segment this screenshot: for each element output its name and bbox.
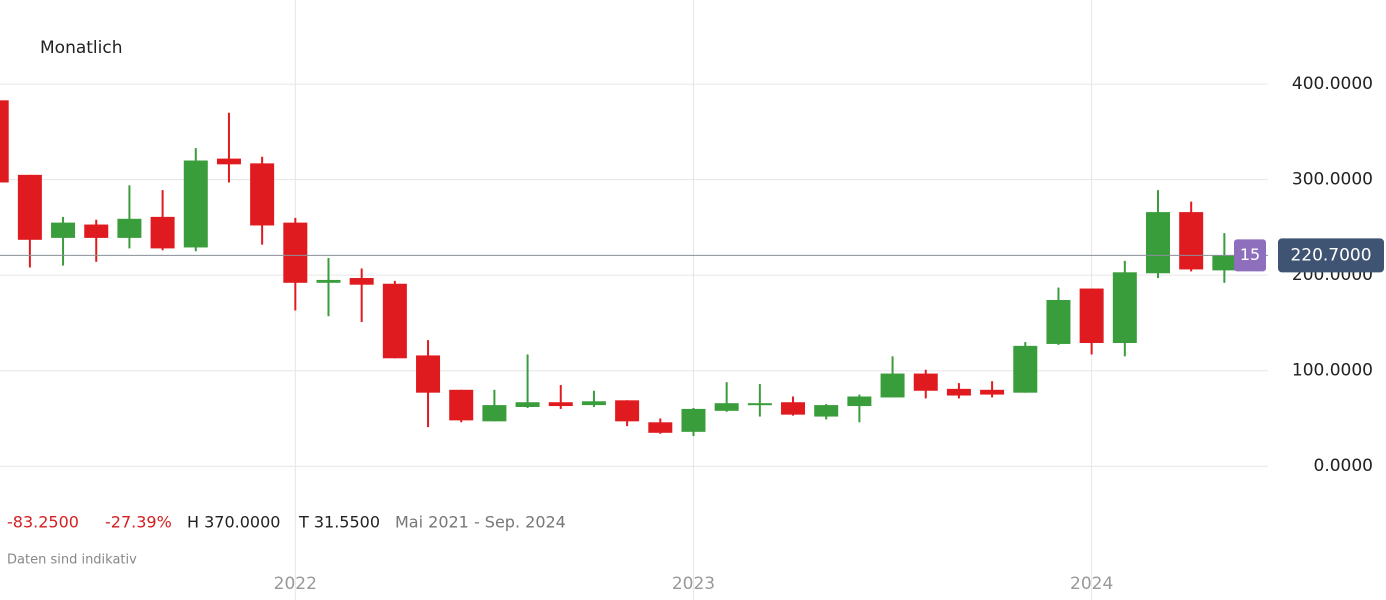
stat: -27.39% <box>105 513 172 532</box>
candle-body <box>449 389 474 421</box>
candle-body <box>482 405 507 422</box>
stat: H 370.0000 <box>187 513 280 532</box>
candle-body <box>183 160 208 248</box>
candle-body <box>416 355 441 393</box>
last-price-badge <box>1278 238 1384 273</box>
y-tick-label: 300.0000 <box>1292 170 1373 190</box>
candle-body <box>0 100 9 183</box>
countdown-badge <box>1234 239 1266 272</box>
candle-body <box>781 402 806 415</box>
candle-body <box>581 401 606 406</box>
candle-body <box>216 158 241 165</box>
candle-body <box>1212 255 1237 271</box>
stat: T 31.5500 <box>298 513 380 532</box>
candle-body <box>548 402 573 407</box>
period: Mai 2021 - Sep. 2024 <box>395 513 566 532</box>
x-tick-label: 2023 <box>672 574 715 594</box>
candle-body <box>283 222 308 283</box>
candle-body <box>117 218 142 238</box>
candle-body <box>84 224 109 238</box>
candle-body <box>747 403 772 406</box>
y-tick-label: 400.0000 <box>1292 74 1373 94</box>
candle-body <box>382 283 407 359</box>
candle-body <box>349 278 374 285</box>
candle-body <box>615 400 640 422</box>
x-tick-label: 2022 <box>274 574 317 594</box>
x-tick-label: 2024 <box>1070 574 1113 594</box>
countdown: 15 <box>1240 245 1260 264</box>
candle-body <box>51 222 76 238</box>
candle-body <box>1112 272 1137 343</box>
candle-body <box>1046 300 1071 344</box>
note: Daten sind indikativ <box>7 553 137 568</box>
last-price-label: 220.7000 <box>1290 245 1371 265</box>
candle-body <box>316 279 341 283</box>
candle-body <box>913 373 938 391</box>
candle-body <box>1079 288 1104 343</box>
y-tick-label: 100.0000 <box>1292 361 1373 381</box>
chart-title: Monatlich <box>40 38 123 58</box>
candle-body <box>814 405 839 417</box>
candle-body <box>515 402 540 408</box>
candle-body <box>250 163 275 226</box>
candle-body <box>847 396 872 407</box>
candle-body <box>150 216 175 249</box>
y-tick-label: 0.0000 <box>1314 456 1373 476</box>
candle-body <box>980 389 1005 395</box>
candle-body <box>648 422 673 433</box>
candle-body <box>880 373 905 398</box>
stat: -83.2500 <box>7 513 79 532</box>
candle-body <box>1179 212 1204 270</box>
candle-body <box>1146 212 1170 274</box>
candle-body <box>17 174 42 240</box>
candle-body <box>681 408 706 432</box>
candle-body <box>714 403 739 411</box>
candle-body <box>946 388 971 396</box>
candle-body <box>1013 345 1038 393</box>
